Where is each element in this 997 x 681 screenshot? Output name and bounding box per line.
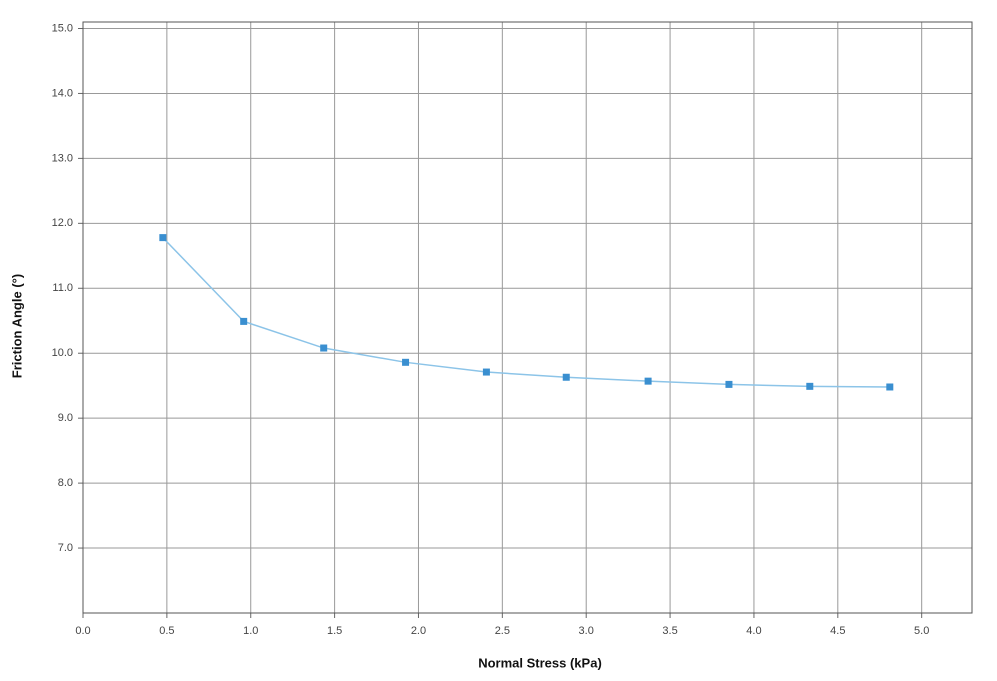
data-point — [562, 373, 570, 381]
data-point — [402, 358, 410, 366]
x-tick-label: 0.5 — [159, 625, 174, 637]
y-tick-label: 13.0 — [52, 152, 73, 164]
x-tick-label: 1.0 — [243, 625, 258, 637]
data-point — [482, 368, 490, 376]
x-tick-label: 4.5 — [830, 625, 845, 637]
y-tick-label: 14.0 — [52, 87, 73, 99]
data-point — [725, 380, 733, 388]
data-line — [162, 237, 890, 388]
data-point — [320, 344, 328, 352]
y-tick-label: 10.0 — [52, 347, 73, 359]
x-tick-label: 5.0 — [914, 625, 929, 637]
y-tick-label: 7.0 — [58, 542, 73, 554]
y-tick-label: 8.0 — [58, 477, 73, 489]
x-tick-label: 2.0 — [411, 625, 426, 637]
x-tick-label: 3.5 — [662, 625, 677, 637]
y-tick-label: 12.0 — [52, 217, 73, 229]
data-point — [644, 377, 652, 385]
x-tick-label: 0.0 — [75, 625, 90, 637]
x-tick-label: 1.5 — [327, 625, 342, 637]
y-tick-label: 11.0 — [52, 282, 73, 294]
y-tick-label: 15.0 — [52, 22, 73, 34]
x-tick-label: 3.0 — [579, 625, 594, 637]
y-tick-label: 9.0 — [58, 412, 73, 424]
data-point — [159, 234, 167, 242]
x-tick-label: 4.0 — [746, 625, 761, 637]
plot-frame — [82, 21, 973, 614]
data-point — [806, 382, 814, 390]
y-axis-title: Friction Angle (°) — [9, 274, 24, 378]
data-point — [886, 383, 894, 391]
x-tick-label: 2.5 — [495, 625, 510, 637]
x-axis-title: Normal Stress (kPa) — [478, 655, 602, 670]
data-point — [240, 317, 248, 325]
